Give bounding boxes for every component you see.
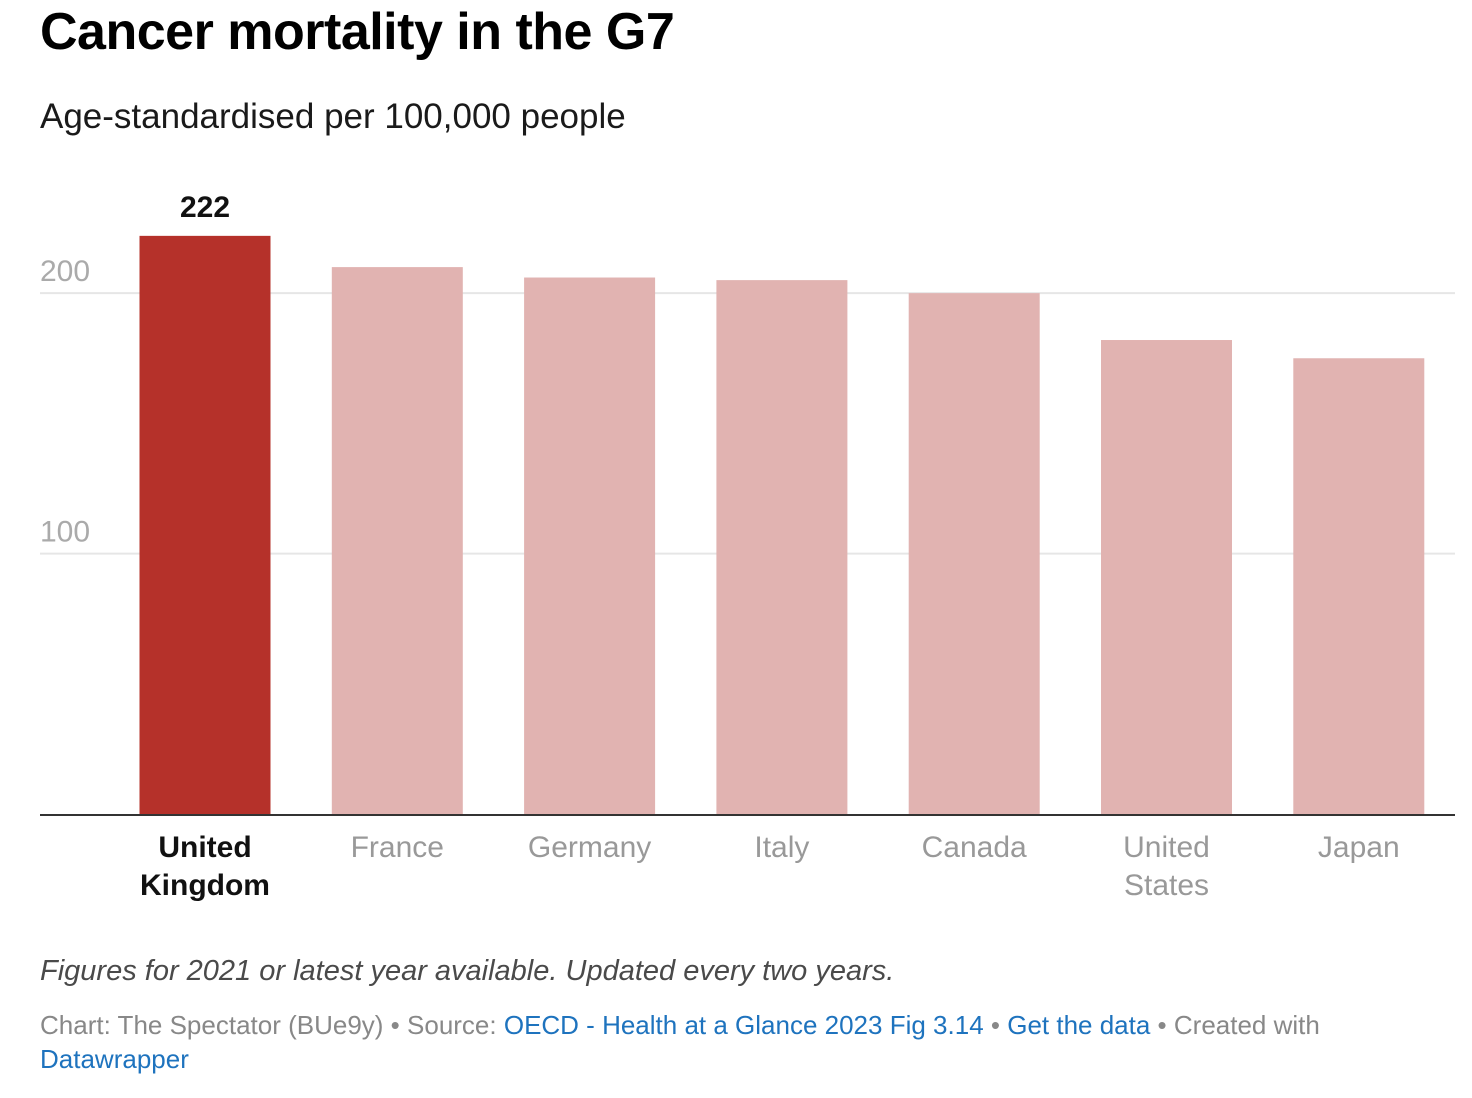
chart-credit: Chart: The Spectator (BUe9y) (40, 1010, 384, 1040)
footer-separator: • (983, 1010, 1008, 1040)
chart-footer: Chart: The Spectator (BUe9y) • Source: O… (40, 1008, 1460, 1076)
x-category-label-line: Canada (922, 831, 1027, 864)
bar (908, 293, 1040, 814)
x-category-label: United Kingdom (140, 831, 270, 902)
x-category-label-line: United (158, 831, 251, 864)
chart-note: Figures for 2021 or latest year availabl… (40, 955, 895, 987)
x-category-label: Canada (922, 831, 1027, 864)
x-category-label: Japan (1318, 831, 1400, 864)
x-category-label-line: Kingdom (140, 869, 270, 902)
footer-separator: • (383, 1010, 408, 1040)
bar (1101, 340, 1232, 814)
category-labels: United Kingdom France Germany Italy Canada Uni… (140, 831, 1400, 902)
footer-separator: • (1150, 1010, 1174, 1040)
source-link[interactable]: OECD - Health at a Glance 2023 Fig 3.14 (503, 1010, 984, 1040)
bars: 222 (139, 191, 1425, 814)
x-category-label-line: States (1124, 869, 1209, 902)
x-category-label-line: Italy (754, 831, 809, 864)
created-with-label: Created with (1173, 1010, 1320, 1040)
bar (1293, 358, 1425, 814)
y-tick-label: 200 (40, 255, 90, 288)
get-the-data-link[interactable]: Get the data (1007, 1010, 1151, 1040)
x-category-label-line: United (1123, 831, 1210, 864)
x-category-label: Italy (754, 831, 809, 864)
bar (139, 235, 271, 814)
x-category-label: Germany (528, 831, 651, 864)
bar (331, 267, 463, 814)
source-label: Source: (407, 1010, 504, 1040)
y-tick-label: 100 (40, 516, 90, 549)
x-category-label-line: Japan (1318, 831, 1400, 864)
x-category-label: France (351, 831, 444, 864)
x-category-label-line: Germany (528, 831, 651, 864)
x-category-label-line: France (351, 831, 444, 864)
bar-chart: 100 200 222 United Kingdom France Germany Ita… (40, 191, 1455, 902)
bar (716, 280, 848, 814)
data-label: 222 (180, 191, 230, 224)
chart-subtitle: Age-standardised per 100,000 people (40, 97, 626, 136)
bar (524, 277, 656, 814)
datawrapper-link[interactable]: Datawrapper (40, 1044, 189, 1074)
x-category-label: United States (1123, 831, 1210, 902)
chart-title: Cancer mortality in the G7 (40, 3, 675, 61)
